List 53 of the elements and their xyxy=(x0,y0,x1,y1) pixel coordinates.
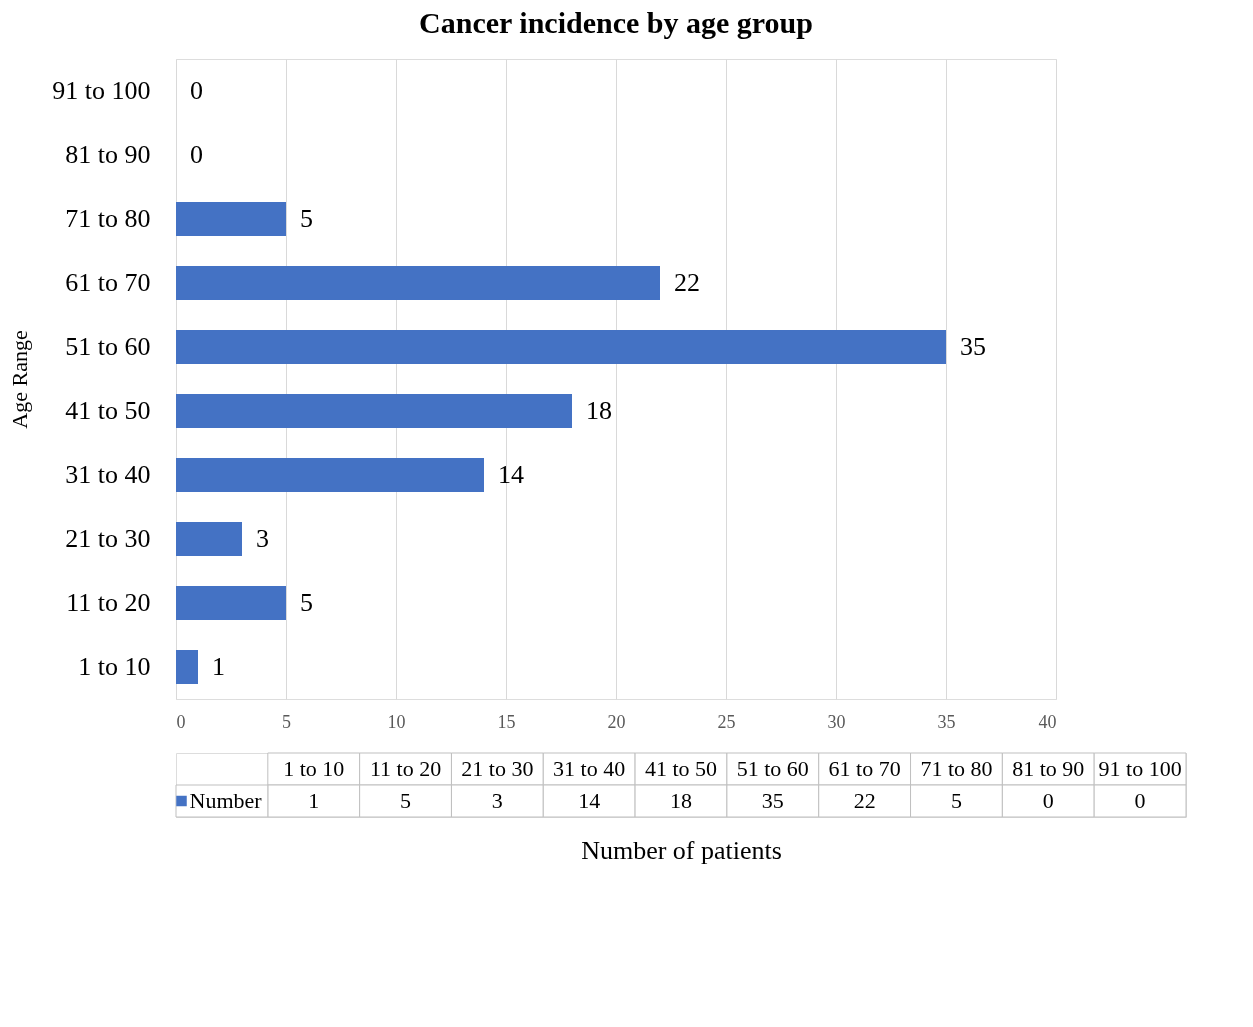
x-tick-label: 15 xyxy=(497,711,516,732)
y-tick-label: 11 to 20 xyxy=(66,588,151,617)
legend-label: Number xyxy=(189,788,263,813)
y-axis-title: Age Range xyxy=(7,330,33,429)
x-tick-label: 35 xyxy=(937,711,956,732)
y-tick-label: 41 to 50 xyxy=(65,396,151,425)
text: 22 xyxy=(853,788,876,813)
x-tick-label: 5 xyxy=(282,711,291,732)
category-label: 21 to 30 xyxy=(461,756,534,781)
x-tick-label: 25 xyxy=(717,711,736,732)
text: 3 xyxy=(491,788,503,813)
data-label: 35 xyxy=(960,332,986,361)
category-label: 61 to 70 xyxy=(828,756,901,781)
category-label: 31 to 40 xyxy=(553,756,626,781)
text: 35 xyxy=(761,788,784,813)
y-tick-label: 81 to 90 xyxy=(65,140,151,169)
data-label: 18 xyxy=(586,396,612,425)
text: 0 xyxy=(1042,788,1054,813)
text: 18 xyxy=(670,788,692,813)
y-tick-label: 51 to 60 xyxy=(65,332,151,361)
y-tick-label: 1 to 10 xyxy=(78,652,151,681)
x-tick-label: 10 xyxy=(387,711,406,732)
y-tick-label: 71 to 80 xyxy=(65,204,151,233)
data-label: 5 xyxy=(300,588,313,617)
data-label: 5 xyxy=(300,204,313,233)
text: 5 xyxy=(950,788,962,813)
x-axis-title: Number of patients xyxy=(581,835,782,865)
x-tick-label: 20 xyxy=(607,711,626,732)
chart-title: Cancer incidence by age group xyxy=(419,6,813,39)
text: 5 xyxy=(400,788,412,813)
x-tick-label: 0 xyxy=(176,711,186,732)
data-label: 22 xyxy=(674,268,700,297)
category-label: 71 to 80 xyxy=(920,756,993,781)
text: 0 xyxy=(1134,788,1146,813)
x-tick-label: 30 xyxy=(827,711,846,732)
text: 14 xyxy=(578,788,601,813)
category-label: 91 to 100 xyxy=(1098,756,1182,781)
data-label: 0 xyxy=(190,140,203,169)
category-label: 11 to 20 xyxy=(369,756,442,781)
category-label: 41 to 50 xyxy=(644,756,718,781)
text: 1 xyxy=(308,788,320,813)
data-label: 3 xyxy=(256,524,269,553)
y-tick-label: 61 to 70 xyxy=(65,268,151,297)
data-label: 14 xyxy=(498,460,524,489)
category-label: 81 to 90 xyxy=(1012,756,1085,781)
data-label: 0 xyxy=(190,76,203,105)
y-tick-label: 21 to 30 xyxy=(65,524,151,553)
x-tick-label: 40 xyxy=(1038,711,1057,732)
category-label: 51 to 60 xyxy=(736,756,809,781)
data-label: 1 xyxy=(212,652,225,681)
y-tick-label: 31 to 40 xyxy=(65,460,151,489)
category-label: 1 to 10 xyxy=(283,756,345,781)
y-tick-label: 91 to 100 xyxy=(52,76,151,105)
